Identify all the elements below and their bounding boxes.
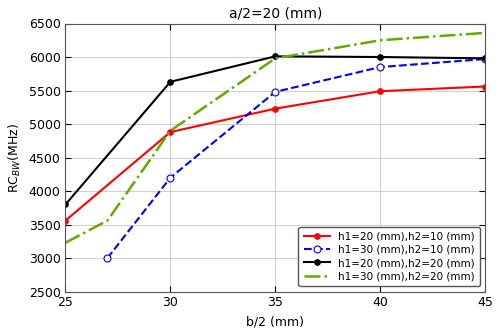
h1=30 (mm),h2=20 (mm) (377, 38, 383, 42)
h1=30 (mm),h2=20 (mm) (104, 218, 110, 222)
h1=20 (mm),h2=20 (mm) (377, 55, 383, 59)
h1=30 (mm),h2=10 (mm) (104, 256, 110, 260)
h1=30 (mm),h2=20 (mm) (168, 129, 173, 133)
h1=30 (mm),h2=20 (mm) (482, 31, 488, 35)
h1=30 (mm),h2=20 (mm) (272, 56, 278, 60)
Title: a/2=20 (mm): a/2=20 (mm) (228, 7, 322, 21)
h1=20 (mm),h2=10 (mm) (62, 218, 68, 222)
Line: h1=30 (mm),h2=20 (mm): h1=30 (mm),h2=20 (mm) (66, 33, 485, 243)
h1=30 (mm),h2=10 (mm) (272, 90, 278, 94)
h1=20 (mm),h2=10 (mm) (482, 84, 488, 88)
Legend: h1=20 (mm),h2=10 (mm), h1=30 (mm),h2=10 (mm), h1=20 (mm),h2=20 (mm), h1=30 (mm),: h1=20 (mm),h2=10 (mm), h1=30 (mm),h2=10 … (298, 227, 480, 286)
h1=30 (mm),h2=10 (mm) (482, 57, 488, 61)
h1=20 (mm),h2=20 (mm) (272, 54, 278, 58)
h1=20 (mm),h2=20 (mm) (482, 56, 488, 60)
h1=20 (mm),h2=10 (mm) (272, 107, 278, 111)
h1=20 (mm),h2=20 (mm) (168, 80, 173, 84)
Line: h1=30 (mm),h2=10 (mm): h1=30 (mm),h2=10 (mm) (104, 56, 488, 262)
h1=20 (mm),h2=10 (mm) (168, 130, 173, 134)
Line: h1=20 (mm),h2=20 (mm): h1=20 (mm),h2=20 (mm) (62, 54, 488, 207)
Y-axis label: RC$_{BW}$(MHz): RC$_{BW}$(MHz) (7, 123, 23, 193)
h1=30 (mm),h2=10 (mm) (377, 65, 383, 69)
Line: h1=20 (mm),h2=10 (mm): h1=20 (mm),h2=10 (mm) (62, 84, 488, 223)
h1=30 (mm),h2=20 (mm) (62, 241, 68, 245)
h1=30 (mm),h2=10 (mm) (168, 176, 173, 180)
h1=20 (mm),h2=20 (mm) (62, 202, 68, 206)
X-axis label: b/2 (mm): b/2 (mm) (246, 315, 304, 328)
h1=20 (mm),h2=10 (mm) (377, 89, 383, 93)
